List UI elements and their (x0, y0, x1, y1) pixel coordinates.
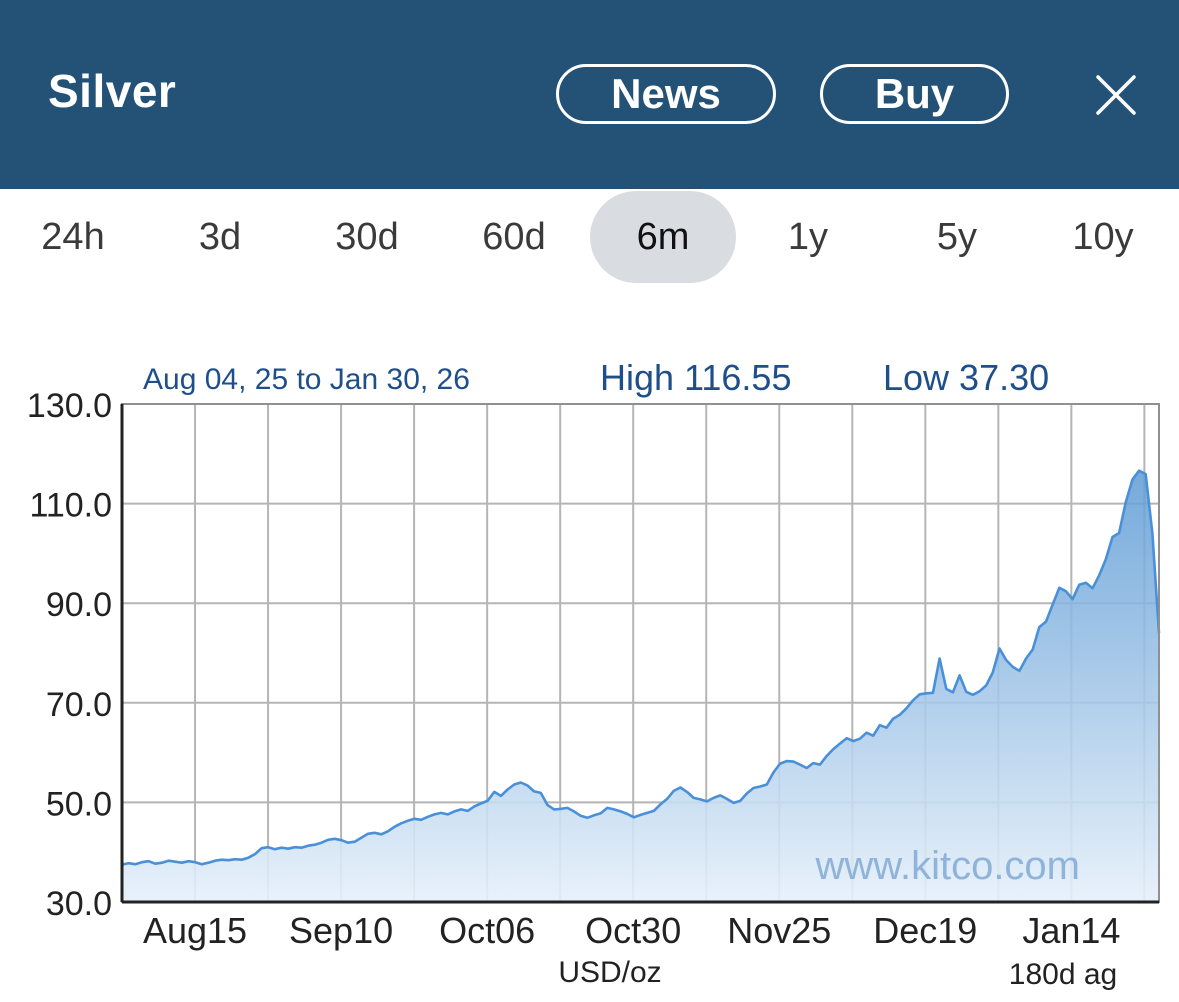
y-tick-label: 130.0 (27, 387, 112, 425)
x-tick-label: Dec19 (873, 910, 977, 951)
tab-30d[interactable]: 30d (335, 215, 399, 258)
x-tick-label: Nov25 (727, 910, 831, 951)
corner-label: 180d ag (1009, 958, 1117, 991)
x-tick-label: Aug15 (143, 910, 247, 951)
watermark: www.kitco.com (815, 844, 1081, 888)
buy-button[interactable]: Buy (820, 64, 1009, 124)
date-range-label: Aug 04, 25 to Jan 30, 26 (143, 363, 470, 396)
page-title: Silver (48, 65, 177, 117)
tab-5y[interactable]: 5y (936, 215, 978, 258)
price-area (122, 470, 1159, 902)
x-tick-labels: Aug15 Sep10 Oct06 Oct30 Nov25 Dec19 Jan14 (143, 910, 1120, 951)
y-tick-labels: 130.0 110.0 90.0 70.0 50.0 30.0 (27, 387, 112, 923)
tab-1y[interactable]: 1y (787, 215, 829, 258)
tab-60d[interactable]: 60d (482, 215, 546, 258)
x-tick-label: Oct06 (439, 910, 535, 951)
x-tick-label: Jan14 (1022, 910, 1120, 951)
timeframe-tabs: 24h 3d 30d 60d 6m 1y 5y 10y (0, 189, 1179, 285)
tab-24h[interactable]: 24h (41, 215, 105, 258)
high-label: High 116.55 (600, 357, 791, 398)
price-line (121, 469, 1161, 866)
x-tick-label: Oct30 (585, 910, 681, 951)
price-chart-svg: www.kitco.com Aug 04, 25 to Jan 30, 26 H… (27, 357, 1161, 991)
y-tick-label: 30.0 (46, 885, 112, 923)
price-chart: www.kitco.com Aug 04, 25 to Jan 30, 26 H… (0, 340, 1179, 997)
y-tick-label: 90.0 (46, 586, 112, 624)
y-tick-label: 70.0 (46, 686, 112, 724)
tab-10y[interactable]: 10y (1072, 215, 1134, 258)
y-tick-label: 50.0 (46, 785, 112, 823)
x-tick-label: Sep10 (289, 910, 393, 951)
close-icon (1096, 75, 1136, 115)
close-button[interactable] (1093, 72, 1139, 118)
app-header: Silver News Buy (0, 0, 1179, 189)
tab-3d[interactable]: 3d (198, 215, 242, 258)
news-button[interactable]: News (556, 64, 776, 124)
low-label: Low 37.30 (883, 357, 1049, 398)
x-axis-label: USD/oz (558, 956, 661, 989)
y-tick-label: 110.0 (29, 487, 112, 525)
tab-6m[interactable]: 6m (590, 191, 736, 283)
